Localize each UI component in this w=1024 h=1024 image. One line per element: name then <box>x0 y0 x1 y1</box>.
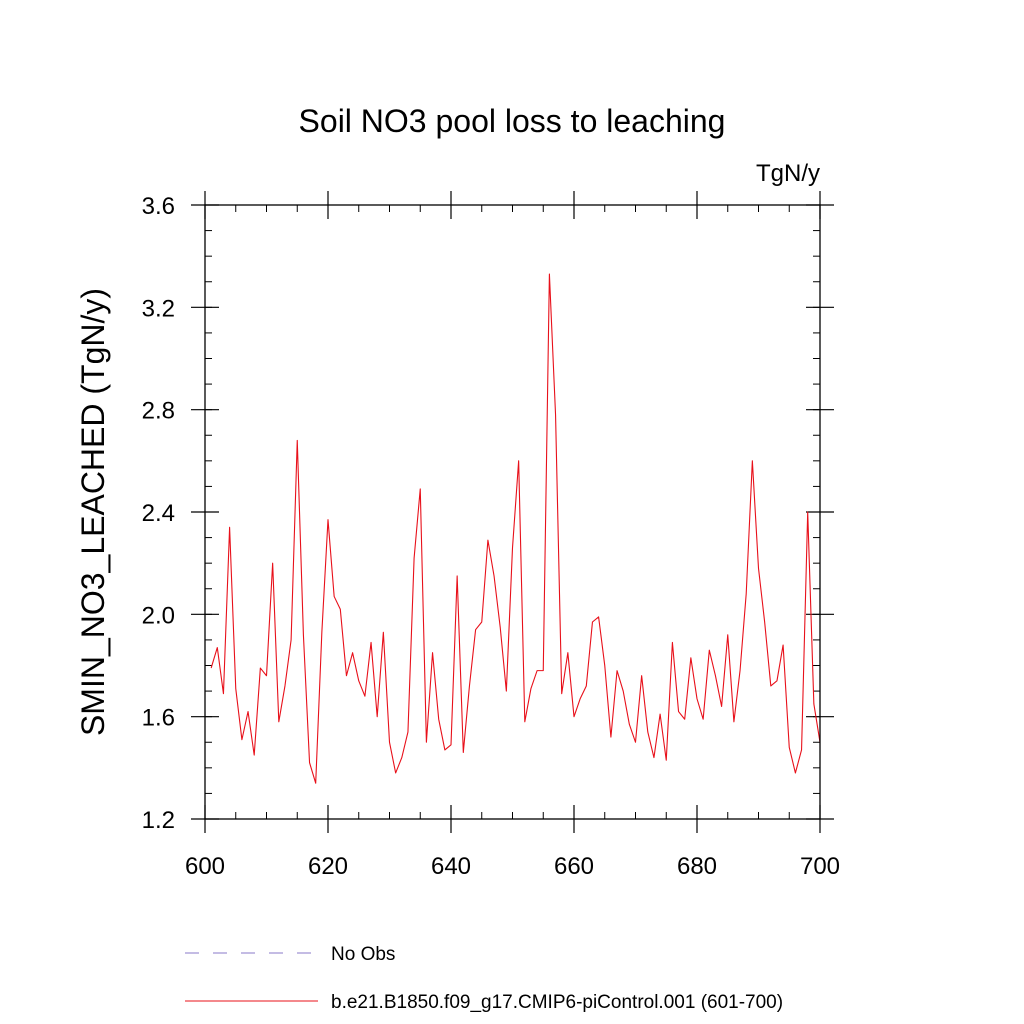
y-tick-label: 1.6 <box>142 705 175 732</box>
minor-ticks <box>204 204 821 820</box>
plot-frame <box>204 204 821 820</box>
y-tick-label: 3.6 <box>142 193 175 220</box>
y-axis-label: SMIN_NO3_LEACHED (TgN/y) <box>75 288 111 736</box>
y-tick-label: 2.8 <box>142 398 175 425</box>
y-tick-labels: 1.2 1.6 2.0 2.4 2.8 3.2 3.6 <box>142 193 175 834</box>
series-line-1 <box>210 273 821 784</box>
y-tick-label: 3.2 <box>142 295 175 322</box>
x-tick-label: 680 <box>677 853 717 880</box>
y-tick-label: 1.2 <box>142 807 175 834</box>
x-tick-label: 640 <box>431 853 471 880</box>
y-tick-label: 2.0 <box>142 602 175 629</box>
x-tick-label: 600 <box>185 853 225 880</box>
legend-label-1: b.e21.B1850.f09_g17.CMIP6-piControl.001 … <box>331 992 783 1013</box>
y-tick-label: 2.4 <box>142 500 175 527</box>
units-label: TgN/y <box>756 160 820 187</box>
x-tick-label: 660 <box>554 853 594 880</box>
x-tick-label: 620 <box>308 853 348 880</box>
x-tick-labels: 600 620 640 660 680 700 <box>185 853 840 880</box>
legend-label-0: No Obs <box>331 944 395 965</box>
legend: No Obs b.e21.B1850.f09_g17.CMIP6-piContro… <box>185 944 783 1013</box>
chart-title: Soil NO3 pool loss to leaching <box>299 103 726 139</box>
x-tick-label: 700 <box>800 853 840 880</box>
series-lines <box>210 273 821 784</box>
major-ticks <box>191 191 834 833</box>
